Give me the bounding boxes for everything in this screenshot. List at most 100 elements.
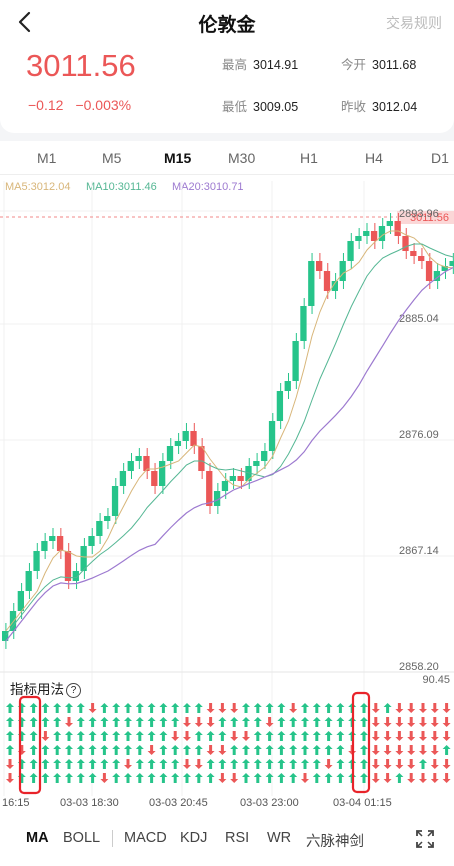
tab-macd[interactable]: MACD <box>124 830 167 846</box>
tab-kdj[interactable]: KDJ <box>180 830 208 846</box>
up-arrow-icon <box>171 703 180 713</box>
up-arrow-icon <box>336 773 345 783</box>
candle-body <box>213 491 221 506</box>
candle-body <box>331 281 338 291</box>
candle-body <box>111 486 119 516</box>
candle-body <box>425 261 433 281</box>
time-label-2: 03-03 20:45 <box>149 797 208 809</box>
down-arrow-icon <box>206 703 215 713</box>
tab-d1[interactable]: D1 <box>431 150 449 166</box>
tab-h4[interactable]: H4 <box>365 150 383 166</box>
down-arrow-icon <box>371 773 380 783</box>
tab-boll[interactable]: BOLL <box>63 830 101 846</box>
up-arrow-icon <box>312 731 321 741</box>
up-arrow-icon <box>147 759 156 769</box>
candle-body <box>127 461 134 471</box>
stat-high-label: 最高 <box>222 58 248 72</box>
stat-prev-close: 昨收 3012.04 <box>341 96 417 115</box>
trading-rules-link[interactable]: 交易规则 <box>386 15 442 31</box>
down-arrow-icon <box>442 717 451 727</box>
indicator-usage[interactable]: 指标用法? <box>10 678 81 698</box>
candle-body <box>174 441 181 446</box>
back-arrow-icon[interactable] <box>12 8 40 36</box>
last-price-tag-bg <box>397 211 454 224</box>
down-arrow-icon <box>100 773 109 783</box>
up-arrow-icon <box>29 773 38 783</box>
up-arrow-icon <box>277 717 286 727</box>
down-arrow-icon <box>383 731 392 741</box>
candle-body <box>190 431 197 446</box>
candle-body <box>49 536 56 541</box>
up-arrow-icon <box>147 703 156 713</box>
up-arrow-icon <box>76 759 85 769</box>
up-arrow-icon <box>88 773 97 783</box>
up-arrow-icon <box>336 703 345 713</box>
tab-m30[interactable]: M30 <box>228 150 256 166</box>
up-arrow-icon <box>277 703 286 713</box>
up-arrow-icon <box>360 773 368 783</box>
y-label-4: 2858.20 <box>399 661 439 673</box>
fullscreen-icon[interactable] <box>414 828 436 850</box>
time-label-0: 16:15 <box>2 797 30 809</box>
candle-body <box>449 261 454 266</box>
stat-open-label: 今开 <box>341 58 367 72</box>
candle-body <box>198 446 205 471</box>
up-arrow-icon <box>41 759 50 769</box>
tab-h1[interactable]: H1 <box>300 150 318 166</box>
tab-separator <box>112 830 113 847</box>
down-arrow-icon <box>124 759 132 769</box>
candle-body <box>339 261 346 281</box>
up-arrow-icon <box>159 717 168 727</box>
up-arrow-icon <box>218 759 227 769</box>
candlestick-chart[interactable]: 3011.56 2893.96 2885.04 2876.09 2867.14 … <box>0 141 454 817</box>
candle-body <box>9 611 17 631</box>
up-arrow-icon <box>76 773 85 783</box>
down-arrow-icon <box>407 773 416 783</box>
candle-body <box>316 261 323 271</box>
highlight-box-left <box>18 695 42 795</box>
candle-body <box>182 431 189 441</box>
up-arrow-icon <box>53 703 62 713</box>
tab-ma[interactable]: MA <box>26 830 49 846</box>
candle-body <box>80 546 87 571</box>
tab-wr[interactable]: WR <box>267 830 292 846</box>
change-value: −0.12 <box>28 97 64 113</box>
down-arrow-icon <box>194 717 203 727</box>
up-arrow-icon <box>135 773 144 783</box>
help-icon[interactable]: ? <box>66 683 81 698</box>
up-arrow-icon <box>253 745 262 755</box>
down-arrow-icon <box>430 717 439 727</box>
down-arrow-icon <box>324 759 333 769</box>
tab-six-pulse[interactable]: 六脉神剑 <box>306 834 364 850</box>
up-arrow-icon <box>159 703 168 713</box>
up-arrow-icon <box>242 745 250 755</box>
stat-low: 最低 3009.05 <box>222 96 298 115</box>
tab-m15[interactable]: M15 <box>164 150 192 166</box>
up-arrow-icon <box>112 773 121 783</box>
up-arrow-icon <box>230 717 239 727</box>
stat-high: 最高 3014.91 <box>222 54 298 73</box>
y-label-0: 2893.96 <box>399 208 439 220</box>
tab-rsi[interactable]: RSI <box>225 830 250 846</box>
up-arrow-icon <box>29 745 38 755</box>
down-arrow-icon <box>430 773 439 783</box>
down-arrow-icon <box>218 745 227 755</box>
up-arrow-icon <box>324 703 333 713</box>
down-arrow-icon <box>242 731 250 741</box>
down-arrow-icon <box>442 703 451 713</box>
up-arrow-icon <box>6 703 14 713</box>
up-arrow-icon <box>147 731 156 741</box>
up-arrow-icon <box>230 745 239 755</box>
up-arrow-icon <box>301 703 309 713</box>
up-arrow-icon <box>65 745 73 755</box>
candle-body <box>261 451 268 461</box>
up-arrow-icon <box>253 731 262 741</box>
tab-m5[interactable]: M5 <box>102 150 122 166</box>
down-arrow-icon <box>383 773 392 783</box>
up-arrow-icon <box>183 703 191 713</box>
tab-m1[interactable]: M1 <box>37 150 57 166</box>
candle-body <box>96 521 103 536</box>
indicator-max: 90.45 <box>422 674 450 686</box>
up-arrow-icon <box>65 731 73 741</box>
up-arrow-icon <box>100 717 109 727</box>
